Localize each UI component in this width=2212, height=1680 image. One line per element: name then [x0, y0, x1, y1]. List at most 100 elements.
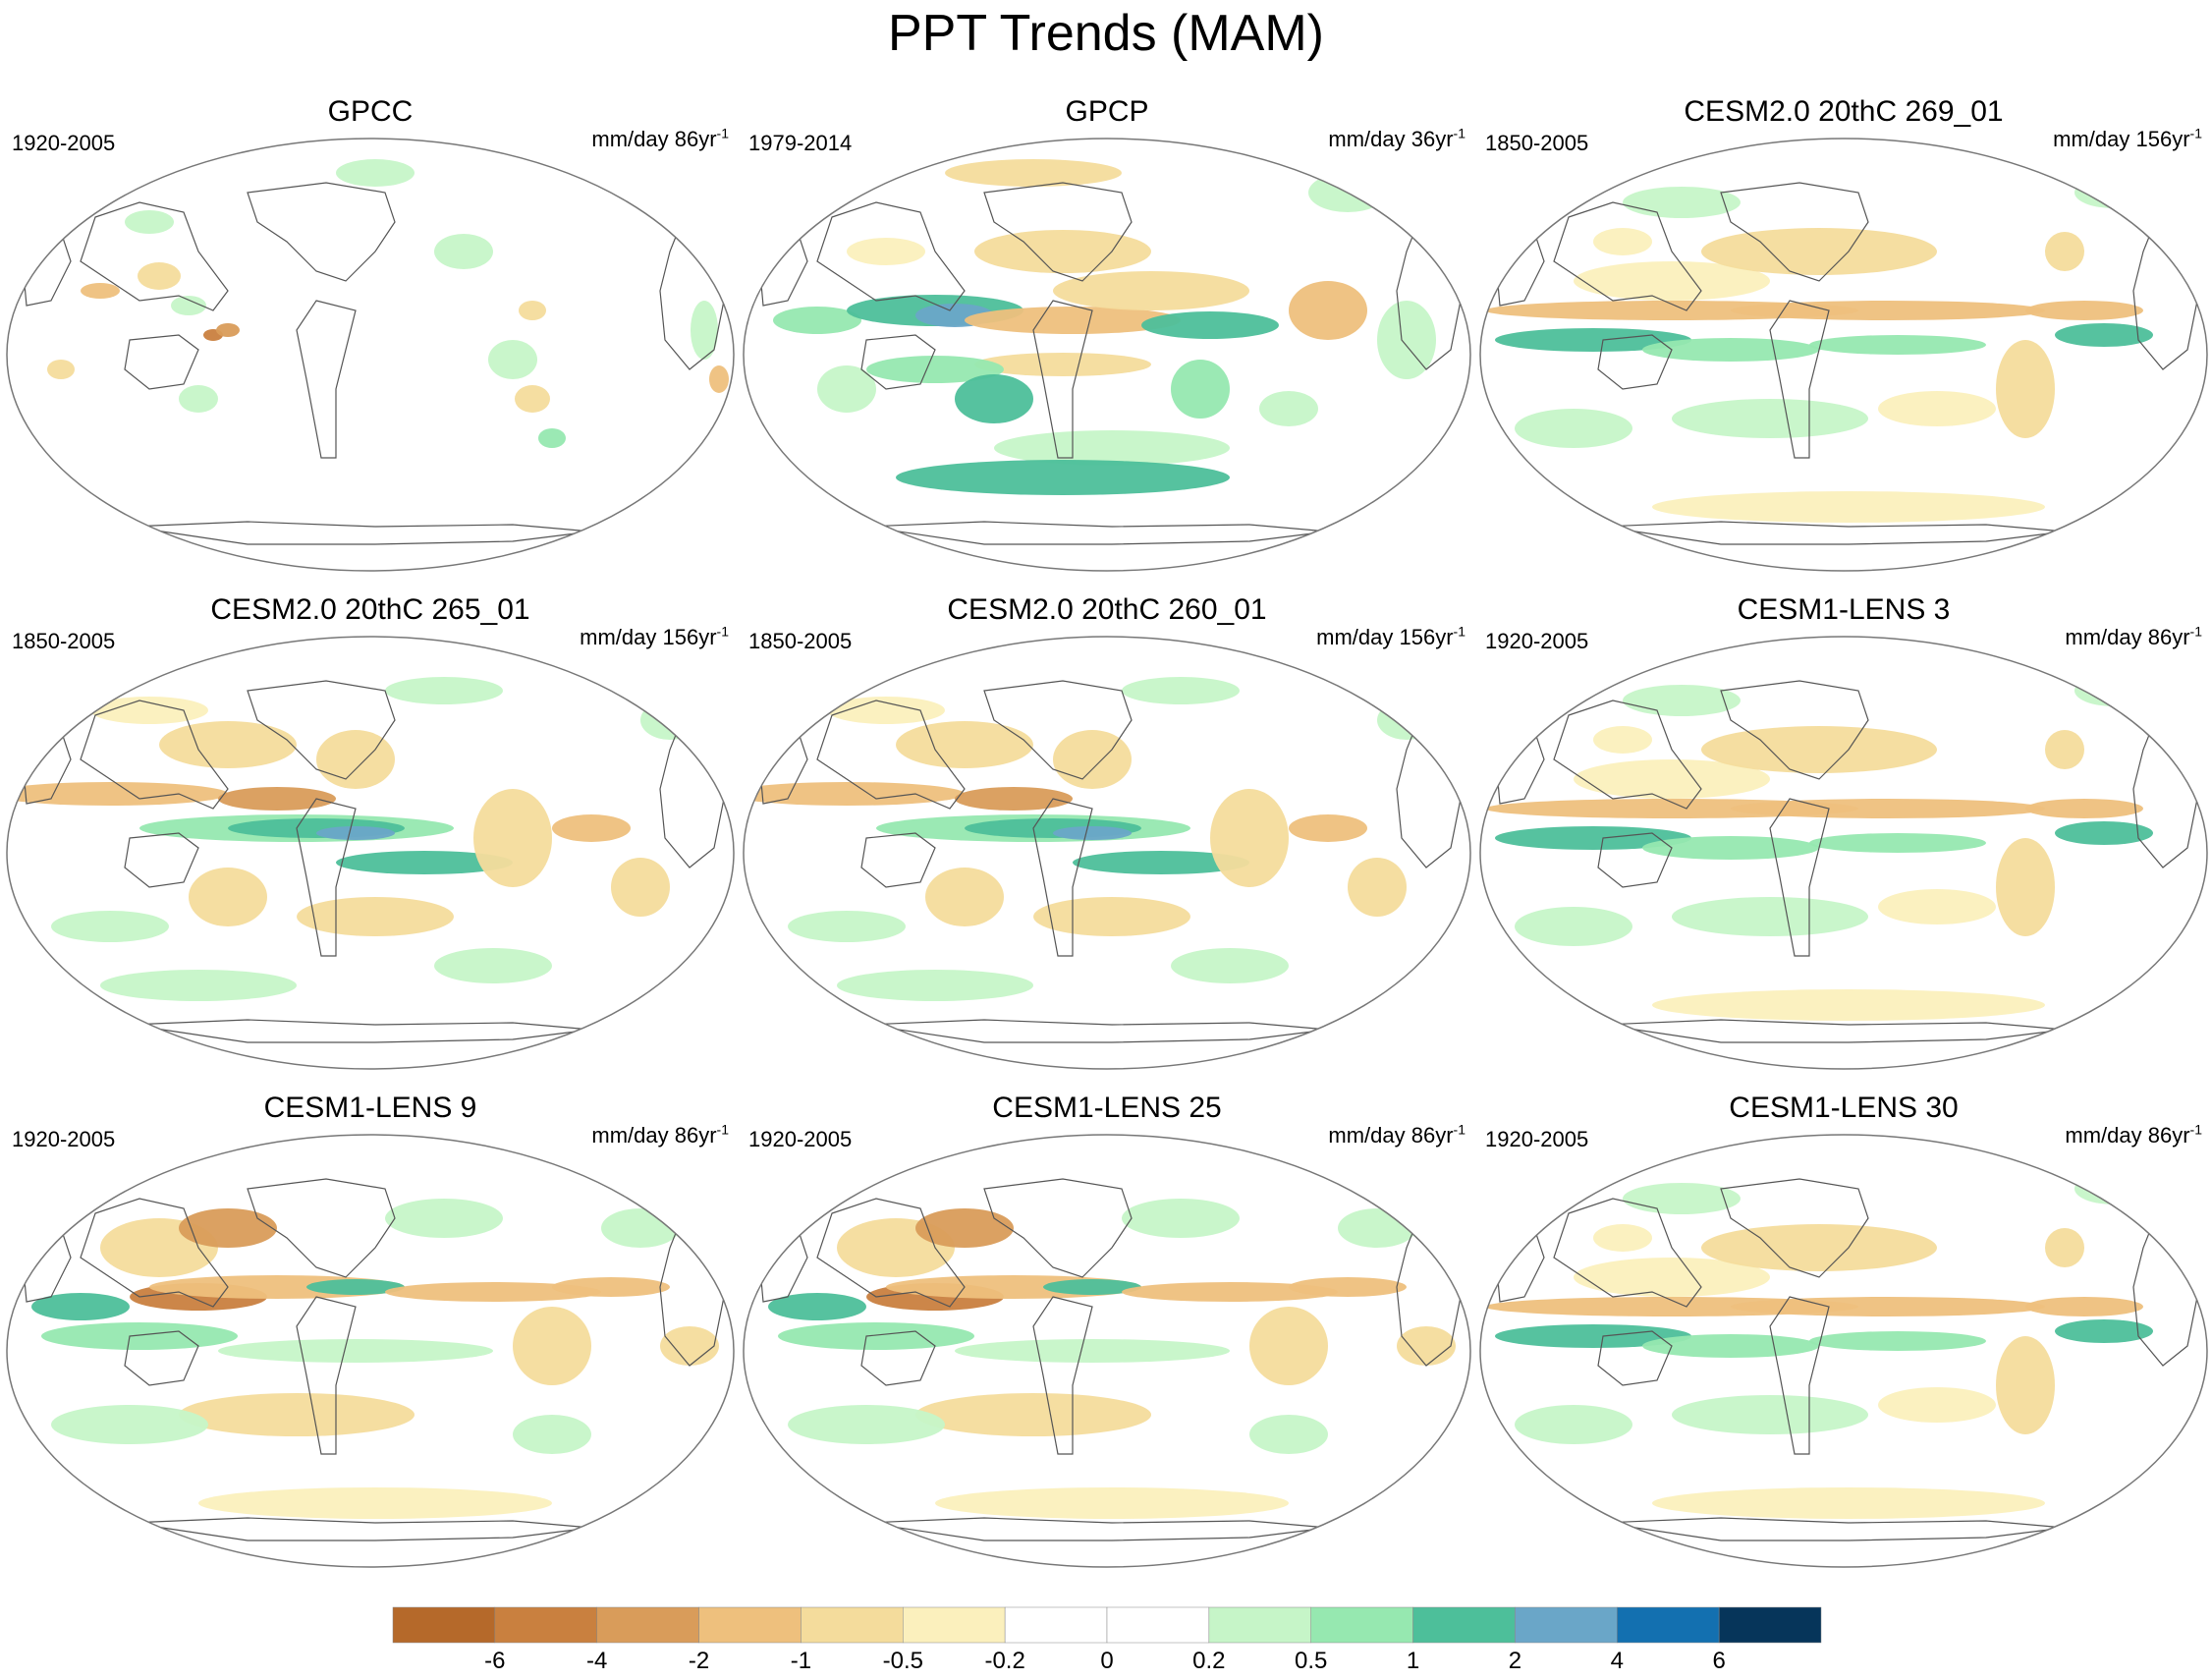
trend-region	[1701, 1224, 1937, 1271]
trend-region	[1809, 833, 1986, 853]
trend-region	[601, 1208, 680, 1248]
trend-region	[31, 1293, 130, 1320]
panel-units: mm/day 156yr-1	[1316, 623, 1465, 649]
trend-region	[1122, 1282, 1338, 1302]
trend-region	[2074, 177, 2153, 208]
trend-region	[179, 1393, 415, 1436]
trend-region	[488, 340, 537, 379]
map-border	[1479, 1134, 2208, 1568]
trend-region	[1652, 1487, 2045, 1519]
trend-region	[125, 210, 174, 234]
colorbar-tick-label: 0	[1100, 1648, 1114, 1674]
panel-units: mm/day 86yr-1	[2065, 623, 2202, 649]
panel-title: CESM1-LENS 30	[1729, 1092, 1959, 1124]
panel-period: 1920-2005	[1485, 629, 1589, 653]
world-map	[1479, 138, 2208, 572]
world-map	[6, 636, 735, 1070]
trend-region	[47, 360, 75, 379]
coastline	[1553, 700, 1702, 810]
trend-region	[768, 1293, 866, 1320]
trend-region	[640, 700, 699, 740]
world-map	[1479, 636, 2208, 1070]
panel-units: mm/day 86yr-1	[591, 1121, 729, 1148]
trend-region	[1210, 789, 1289, 887]
colorbar-box	[1718, 1606, 1822, 1644]
panel-title: CESM1-LENS 3	[1737, 593, 1951, 626]
trend-region	[90, 697, 208, 724]
world-map	[6, 138, 735, 572]
trend-region	[1397, 1326, 1456, 1366]
panel-units: mm/day 36yr-1	[1328, 125, 1465, 151]
trend-region	[1073, 851, 1249, 874]
coastline	[296, 300, 357, 459]
trend-region	[1574, 759, 1770, 799]
map-panel-gpcc: GPCC 1920-2005 mm/day 86yr-1	[2, 94, 739, 576]
trend-region	[1701, 228, 1937, 275]
trend-region	[1809, 1331, 1986, 1351]
colorbar-tick-label: -2	[688, 1648, 710, 1674]
colorbar-box	[494, 1606, 597, 1644]
coastline	[296, 798, 357, 957]
trend-region	[1593, 228, 1652, 255]
panel-title: GPCP	[1065, 95, 1149, 128]
panel-title: CESM2.0 20thC 260_01	[947, 593, 1267, 626]
coastline	[247, 680, 396, 780]
colorbar-box	[1310, 1606, 1413, 1644]
trend-region	[189, 868, 267, 926]
trend-region	[100, 970, 297, 1001]
trend-region	[915, 1393, 1151, 1436]
trend-region	[1289, 814, 1367, 842]
trend-region	[552, 1277, 670, 1297]
trend-region	[896, 721, 1033, 768]
map-panel-lens-25: CESM1-LENS 25 1920-2005 mm/day 86yr-1	[739, 1091, 1475, 1572]
trend-region	[1122, 1199, 1240, 1238]
panel-units: mm/day 86yr-1	[2065, 1121, 2202, 1148]
trend-region	[336, 851, 513, 874]
trend-region	[2045, 730, 2084, 769]
trend-region	[788, 911, 906, 942]
trend-region	[1574, 261, 1770, 301]
trend-region	[896, 460, 1230, 495]
coastline	[1553, 201, 1702, 311]
trend-region	[385, 1282, 601, 1302]
coastline	[80, 700, 229, 810]
trend-region	[1141, 311, 1279, 339]
coastline	[1032, 300, 1093, 459]
trend-region	[1574, 1258, 1770, 1297]
coastline	[1597, 832, 1673, 888]
trend-region	[660, 1326, 719, 1366]
trend-region	[925, 868, 1004, 926]
coastline	[816, 1198, 966, 1308]
trend-region	[385, 677, 503, 704]
trend-region	[1593, 726, 1652, 754]
coastline	[247, 182, 396, 282]
trend-region	[1878, 889, 1996, 924]
map-border	[6, 636, 735, 1070]
trend-region	[2045, 232, 2084, 271]
trend-region	[519, 301, 546, 320]
trend-region	[316, 826, 395, 840]
coastline	[1032, 798, 1093, 957]
panel-period: 1920-2005	[12, 1127, 116, 1151]
trend-region	[138, 262, 181, 290]
colorbar-box	[698, 1606, 802, 1644]
world-map	[743, 1134, 1471, 1568]
trend-region	[866, 356, 1004, 383]
trend-region	[691, 301, 718, 360]
panel-units: mm/day 86yr-1	[1328, 1121, 1465, 1148]
world-map	[6, 1134, 735, 1568]
trend-region	[1259, 391, 1318, 426]
panel-units: mm/day 156yr-1	[2053, 125, 2202, 151]
trend-region	[1338, 1208, 1416, 1248]
colorbar-tick-label: 2	[1508, 1648, 1522, 1674]
colorbar-tick-label: -0.5	[882, 1648, 923, 1674]
trend-region	[1171, 948, 1289, 983]
panel-units: mm/day 156yr-1	[580, 623, 729, 649]
trend-region	[1495, 328, 1691, 352]
colorbar-box	[1412, 1606, 1516, 1644]
trend-region	[171, 296, 206, 315]
panel-title: GPCC	[327, 95, 414, 128]
trend-region	[434, 234, 493, 269]
panel-title: CESM2.0 20thC 269_01	[1684, 95, 2004, 128]
trend-region	[955, 787, 1073, 811]
